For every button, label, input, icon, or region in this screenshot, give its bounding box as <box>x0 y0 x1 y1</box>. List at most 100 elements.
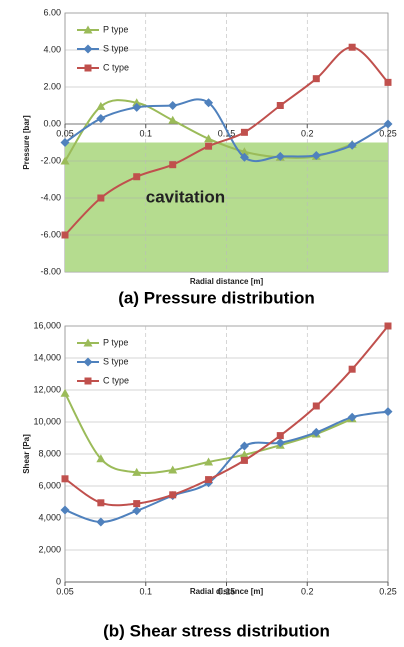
caption: (b) Shear stress distribution <box>103 621 330 640</box>
marker <box>240 128 248 136</box>
legend-marker <box>84 64 92 72</box>
y-tick-label: 16,000 <box>33 320 61 330</box>
marker <box>96 454 106 463</box>
y-tick-label: 0 <box>56 576 61 586</box>
marker <box>239 450 249 459</box>
marker <box>384 78 392 86</box>
series-line <box>64 325 389 507</box>
marker <box>347 140 357 150</box>
marker <box>133 500 141 508</box>
legend-marker <box>83 357 93 367</box>
legend-marker <box>84 377 92 385</box>
marker <box>60 138 70 147</box>
marker <box>239 152 249 162</box>
marker <box>60 388 70 397</box>
annotation: cavitation <box>146 187 225 206</box>
marker <box>383 407 393 417</box>
marker <box>204 98 214 108</box>
x-axis-title: Radial distance [m] <box>190 587 264 596</box>
legend-label: P type <box>103 337 128 347</box>
marker <box>348 43 356 51</box>
x-tick-label: 0.25 <box>379 586 397 596</box>
marker <box>96 517 106 527</box>
legend-marker <box>83 25 93 34</box>
marker <box>240 456 248 464</box>
marker <box>169 161 177 169</box>
y-tick-label: 2.00 <box>43 81 61 91</box>
marker <box>132 102 142 112</box>
marker <box>61 475 69 483</box>
marker <box>275 438 285 448</box>
marker <box>384 322 392 330</box>
x-tick-label: 0.25 <box>379 128 397 138</box>
marker <box>311 150 321 160</box>
legend-label: S type <box>103 356 129 366</box>
y-tick-label: -6.00 <box>40 229 61 239</box>
marker <box>132 98 142 107</box>
y-tick-label: 0.00 <box>43 118 61 128</box>
marker <box>97 499 105 507</box>
marker <box>169 491 177 499</box>
marker <box>96 113 106 123</box>
marker <box>383 119 393 129</box>
marker <box>348 365 356 373</box>
marker <box>347 412 357 422</box>
marker <box>275 151 285 161</box>
y-tick-label: -4.00 <box>40 192 61 202</box>
marker <box>239 147 249 156</box>
marker <box>168 115 178 124</box>
marker <box>204 134 214 143</box>
y-tick-label: 2,000 <box>38 544 61 554</box>
y-tick-label: 4.00 <box>43 44 61 54</box>
x-tick-label: 0.2 <box>301 128 314 138</box>
y-tick-label: 6.00 <box>43 7 61 17</box>
marker <box>205 142 213 150</box>
y-axis-title: Shear [Pa] <box>22 434 31 474</box>
marker <box>312 75 320 83</box>
marker <box>60 156 70 165</box>
legend-label: S type <box>103 43 129 53</box>
marker <box>132 467 142 476</box>
x-tick-label: 0.15 <box>218 586 236 596</box>
marker <box>168 465 178 474</box>
x-tick-label: 0.15 <box>218 128 236 138</box>
y-tick-label: 4,000 <box>38 512 61 522</box>
marker <box>239 441 249 451</box>
x-tick-label: 0.05 <box>56 128 74 138</box>
marker <box>61 231 69 239</box>
legend-label: C type <box>103 62 129 72</box>
y-tick-label: 6,000 <box>38 480 61 490</box>
legend-label: C type <box>103 375 129 385</box>
marker <box>168 101 178 110</box>
shaded-region <box>65 142 388 272</box>
legend-marker <box>83 44 93 54</box>
marker <box>276 102 284 109</box>
caption: (a) Pressure distribution <box>118 288 314 307</box>
x-tick-label: 0.2 <box>301 586 314 596</box>
x-tick-label: 0.1 <box>139 128 152 138</box>
marker <box>204 457 214 466</box>
marker <box>60 505 70 515</box>
y-tick-label: 8,000 <box>38 448 61 458</box>
marker <box>97 194 105 202</box>
series-line <box>64 410 389 524</box>
marker <box>133 173 141 181</box>
marker <box>96 101 106 110</box>
series-line <box>64 98 389 163</box>
marker <box>311 427 321 437</box>
y-tick-label: 14,000 <box>33 352 61 362</box>
y-tick-label: -2.00 <box>40 155 61 165</box>
x-tick-label: 0.1 <box>139 586 152 596</box>
marker <box>132 506 142 516</box>
y-tick-label: 10,000 <box>33 416 61 426</box>
x-axis-title: Radial distance [m] <box>190 277 264 286</box>
legend-label: P type <box>103 24 128 34</box>
y-axis-title: Pressure [bar] <box>22 115 31 170</box>
y-tick-label: -8.00 <box>40 266 61 276</box>
x-tick-label: 0.05 <box>56 586 74 596</box>
marker <box>205 476 213 484</box>
marker <box>312 402 320 410</box>
y-tick-label: 12,000 <box>33 384 61 394</box>
